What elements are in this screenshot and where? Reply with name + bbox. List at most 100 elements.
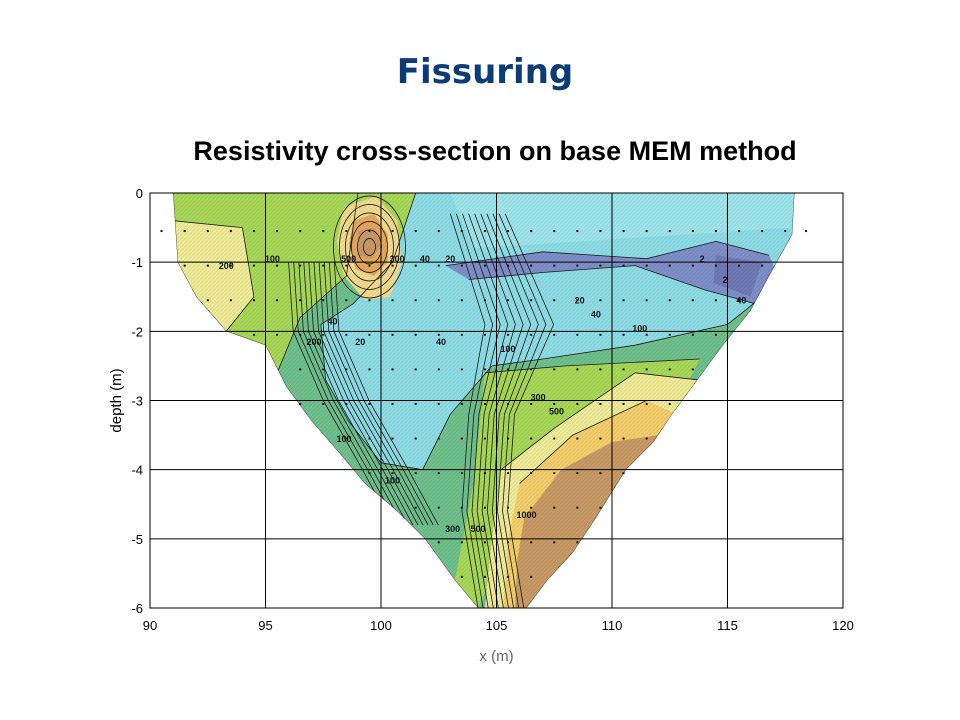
contour-ring [339,204,400,290]
data-point [414,506,417,509]
data-point [483,575,486,578]
data-point [576,541,579,544]
data-point [576,230,579,233]
contour-label: 40 [327,316,337,326]
y-tick-label: -1 [131,255,143,270]
y-tick-label: -4 [131,463,143,478]
data-point [645,230,648,233]
data-point [668,368,671,371]
data-point [553,506,556,509]
data-point [160,230,163,233]
data-point [460,472,463,475]
data-point [345,368,348,371]
data-point [368,230,371,233]
data-point [576,264,579,267]
contour-label: 100 [632,323,647,333]
data-point [414,230,417,233]
data-point [483,472,486,475]
contour-line [468,213,509,608]
data-point [530,575,533,578]
data-point [530,264,533,267]
contour-label: 40 [591,310,601,320]
data-point [761,264,764,267]
data-point [599,437,602,440]
contour-label: 200 [219,261,234,271]
data-point [714,264,717,267]
data-point [391,402,394,405]
y-tick-label: -5 [131,532,143,547]
contour-ring [333,195,406,299]
x-tick-label: 115 [717,618,738,633]
plot-border [149,192,844,609]
data-point [437,333,440,336]
data-point [368,299,371,302]
data-point [460,506,463,509]
data-point [622,264,625,267]
data-point [738,230,741,233]
data-point [368,472,371,475]
data-point [622,333,625,336]
contour-label: 100 [385,476,400,486]
data-point [553,541,556,544]
data-point [206,299,209,302]
data-point [483,506,486,509]
data-point [761,230,764,233]
data-point [437,541,440,544]
y-tick-label: -6 [131,601,143,616]
data-point [576,402,579,405]
data-point [483,299,486,302]
contour-label: 100 [337,434,352,444]
data-point [183,230,186,233]
data-point [414,472,417,475]
contour-line [504,213,554,608]
data-point [599,333,602,336]
data-point [507,506,510,509]
data-point [437,402,440,405]
data-point [599,472,602,475]
data-point [322,368,325,371]
contour-label: 200 [306,337,321,347]
data-point [553,230,556,233]
data-point [483,368,486,371]
contour-label: 500 [471,524,486,534]
contour-label: 100 [501,344,516,354]
data-point [460,333,463,336]
contour-label: 1000 [517,510,537,520]
data-point [530,299,533,302]
data-point [668,264,671,267]
data-point [691,299,694,302]
data-point [507,437,510,440]
data-point [599,299,602,302]
contour-line [456,213,493,608]
contour-line [474,213,516,608]
data-point [299,402,302,405]
data-point [599,230,602,233]
contour-label: 500 [549,406,564,416]
slide-title: Fissuring [396,52,574,92]
data-point [622,230,625,233]
data-point [322,264,325,267]
data-point [576,368,579,371]
data-point [252,333,255,336]
data-point [483,541,486,544]
data-point [553,299,556,302]
contour-label: 40 [436,337,446,347]
data-point [183,264,186,267]
data-point [460,541,463,544]
contour-line [484,358,700,374]
data-point [299,333,302,336]
data-point [299,368,302,371]
contour-label: 500 [341,254,356,264]
data-point [437,506,440,509]
data-point [576,506,579,509]
data-point [299,299,302,302]
data-point [437,472,440,475]
data-point [483,437,486,440]
data-point [460,437,463,440]
x-tick-label: 95 [258,618,272,633]
data-point [507,264,510,267]
x-tick-label: 105 [486,618,508,633]
data-point [483,333,486,336]
measurement-points [160,230,808,578]
data-point [714,333,717,336]
